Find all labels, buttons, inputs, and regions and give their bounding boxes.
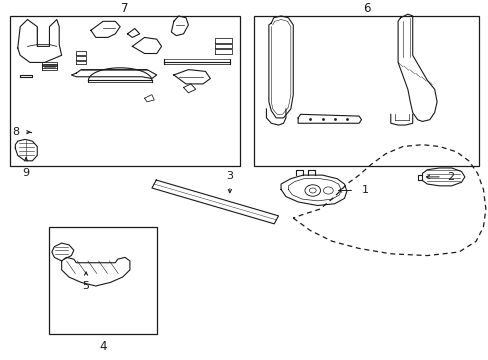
Text: 9: 9 [22, 168, 30, 178]
Bar [10, 16, 239, 166]
Text: 3: 3 [226, 171, 233, 181]
Text: 6: 6 [362, 2, 369, 15]
Text: 7: 7 [121, 2, 128, 15]
Text: 5: 5 [82, 281, 89, 291]
Text: 8: 8 [12, 127, 19, 137]
Text: 2: 2 [446, 172, 453, 182]
Bar [49, 227, 157, 334]
Text: 4: 4 [99, 340, 106, 353]
Bar [254, 16, 478, 166]
Text: 1: 1 [361, 185, 368, 195]
